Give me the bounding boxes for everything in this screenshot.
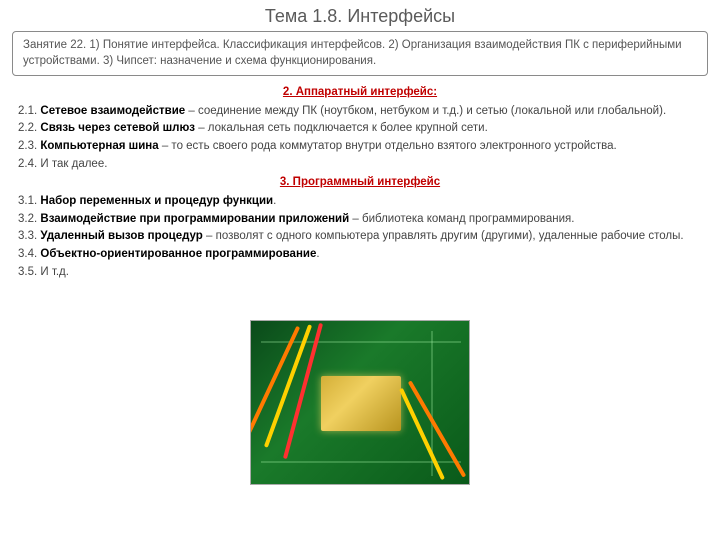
- item-rest: – локальная сеть подключается к более кр…: [195, 122, 488, 134]
- item-num: 3.2.: [18, 213, 40, 225]
- list-item: 3.3. Удаленный вызов процедур – позволят…: [18, 228, 702, 245]
- list-item: 2.4. И так далее.: [18, 156, 702, 173]
- item-rest: И т.д.: [40, 266, 69, 278]
- item-rest: .: [273, 195, 276, 207]
- lesson-p1-num: 1): [89, 39, 102, 51]
- list-item: 3.1. Набор переменных и процедур функции…: [18, 193, 702, 210]
- lesson-p1: Понятие интерфейса. Классификация интерф…: [103, 39, 389, 51]
- item-num: 3.5.: [18, 266, 40, 278]
- item-term: Взаимодействие при программировании прил…: [40, 213, 349, 225]
- item-num: 3.1.: [18, 195, 40, 207]
- list-item: 3.4. Объектно-ориентированное программир…: [18, 246, 702, 263]
- item-num: 3.3.: [18, 230, 40, 242]
- content-area: 2. Аппаратный интерфейс: 2.1. Сетевое вз…: [18, 84, 702, 280]
- item-num: 2.2.: [18, 122, 40, 134]
- item-term: Набор переменных и процедур функции: [40, 195, 273, 207]
- lesson-prefix: Занятие 22.: [23, 39, 89, 51]
- section3-heading: 3. Программный интерфейс: [18, 174, 702, 191]
- item-num: 2.1.: [18, 105, 40, 117]
- lesson-box: Занятие 22. 1) Понятие интерфейса. Класс…: [12, 31, 708, 76]
- item-rest: – библиотека команд программирования.: [349, 213, 574, 225]
- item-num: 2.3.: [18, 140, 40, 152]
- item-num: 2.4.: [18, 158, 40, 170]
- circuit-board-image: [250, 320, 470, 485]
- list-item: 2.2. Связь через сетевой шлюз – локальна…: [18, 120, 702, 137]
- list-item: 3.5. И т.д.: [18, 264, 702, 281]
- item-rest: – то есть своего рода коммутатор внутри …: [159, 140, 617, 152]
- list-item: 2.1. Сетевое взаимодействие – соединение…: [18, 103, 702, 120]
- item-rest: – соединение между ПК (ноутбком, нетбуко…: [185, 105, 666, 117]
- item-num: 3.4.: [18, 248, 40, 260]
- item-rest: .: [316, 248, 319, 260]
- item-term: Связь через сетевой шлюз: [40, 122, 195, 134]
- item-term: Компьютерная шина: [40, 140, 158, 152]
- list-item: 2.3. Компьютерная шина – то есть своего …: [18, 138, 702, 155]
- list-item: 3.2. Взаимодействие при программировании…: [18, 211, 702, 228]
- item-rest: – позволят с одного компьютера управлять…: [203, 230, 684, 242]
- lesson-p2-num: 2): [388, 39, 401, 51]
- lesson-p3: Чипсет: назначение и схема функционирова…: [116, 55, 376, 67]
- item-term: Сетевое взаимодействие: [40, 105, 185, 117]
- item-term: Удаленный вызов процедур: [40, 230, 202, 242]
- item-rest: И так далее.: [40, 158, 107, 170]
- lesson-p3-num: 3): [103, 55, 116, 67]
- section2-heading: 2. Аппаратный интерфейс:: [18, 84, 702, 101]
- item-term: Объектно-ориентированное программировани…: [40, 248, 316, 260]
- chip-icon: [321, 376, 401, 431]
- pcb-graphic: [250, 320, 470, 485]
- page-title: Тема 1.8. Интерфейсы: [0, 0, 720, 31]
